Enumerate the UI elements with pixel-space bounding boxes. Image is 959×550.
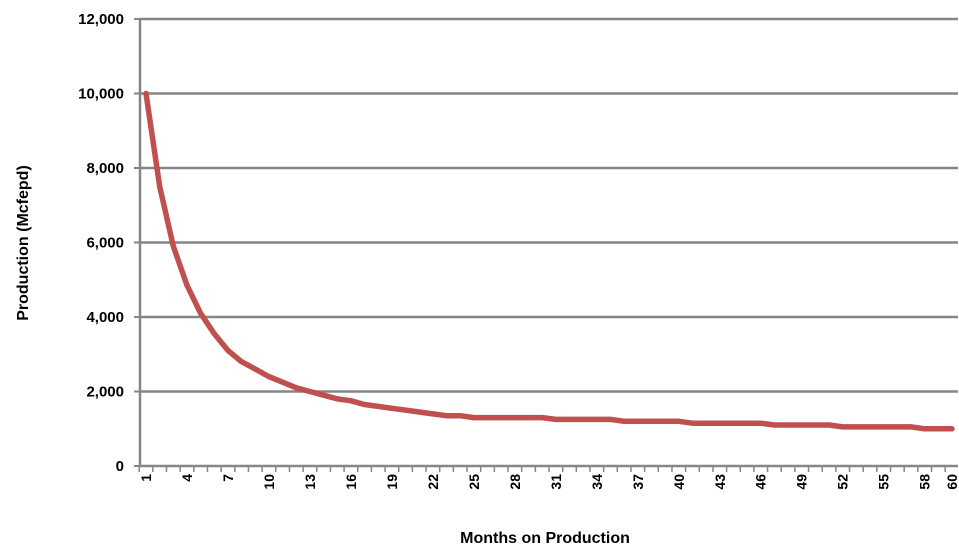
x-axis (138, 19, 958, 472)
x-tick-label-17: 52 (835, 474, 851, 490)
x-tick-label-15: 46 (753, 474, 769, 490)
x-tick-label-11: 34 (589, 474, 605, 490)
series-line-0 (143, 90, 955, 432)
x-tick-label-4: 13 (302, 474, 318, 490)
y-tick-label-2: 4,000 (86, 309, 124, 326)
x-tick-label-6: 19 (384, 474, 400, 490)
x-tick-label-7: 22 (425, 474, 441, 490)
x-tick-label-8: 25 (466, 474, 482, 490)
x-tick-label-13: 40 (671, 474, 687, 490)
x-tick-label-18: 55 (876, 474, 892, 490)
x-tick-label-9: 28 (507, 474, 523, 490)
x-axis-title: Months on Production (460, 530, 630, 547)
x-tick-label-20: 60 (944, 474, 959, 490)
y-tick-label-6: 12,000 (78, 11, 124, 28)
x-tick-label-12: 37 (630, 474, 646, 490)
y-axis-title: Production (Mcfepd) (15, 165, 32, 321)
x-tick-label-1: 4 (179, 474, 195, 482)
x-tick-label-3: 10 (261, 474, 277, 490)
x-tick-label-2: 7 (220, 474, 236, 482)
x-axis-tick-labels: 1 4 7 10 13 16 19 22 25 28 31 34 37 40 43 46 49 52 55 58 60 (138, 474, 959, 490)
y-tick-label-3: 6,000 (86, 235, 124, 252)
gridlines (134, 17, 958, 467)
x-tick-label-5: 16 (343, 474, 359, 490)
x-tick-label-0: 1 (138, 474, 154, 482)
x-tick-label-16: 49 (794, 474, 810, 490)
y-axis-tick-labels: 0 2,000 4,000 6,000 8,000 10,000 12,000 (78, 11, 124, 475)
series-group (143, 90, 955, 432)
y-tick-label-5: 10,000 (78, 86, 124, 103)
x-tick-label-10: 31 (548, 474, 564, 490)
x-tick-label-14: 43 (712, 474, 728, 490)
y-tick-label-0: 0 (116, 458, 124, 475)
y-tick-label-4: 8,000 (86, 160, 124, 177)
y-tick-label-1: 2,000 (86, 384, 124, 401)
x-tick-label-19: 58 (917, 474, 933, 490)
